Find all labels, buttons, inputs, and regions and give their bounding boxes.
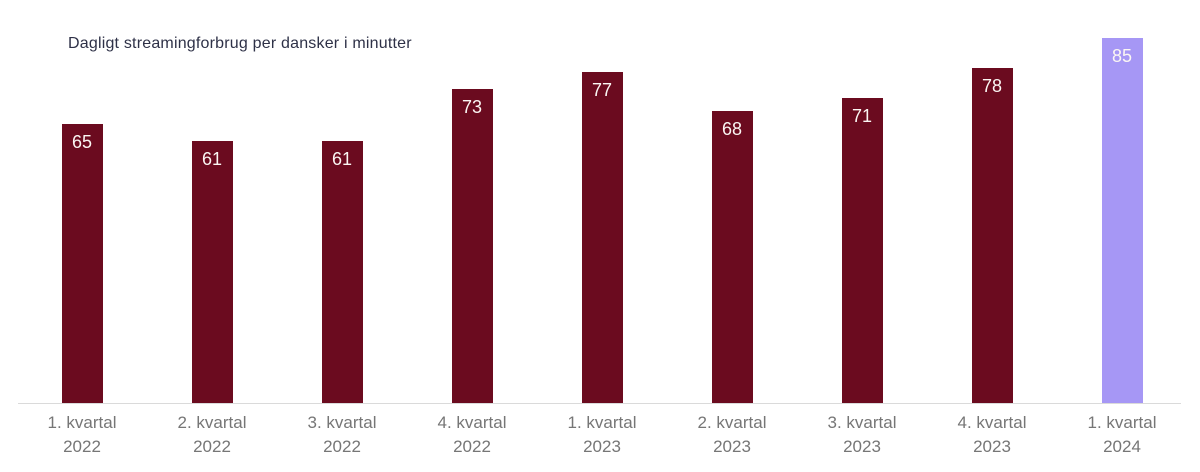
bar-column: 65 1. kvartal 2022 (17, 0, 147, 472)
x-tick-label: 4. kvartal 2023 (957, 413, 1027, 456)
bar-1-kvartal-2022: 65 (61, 123, 103, 403)
x-tick-label: 1. kvartal 2024 (1087, 413, 1157, 456)
bar-value-label: 78 (981, 75, 1003, 96)
bar-column: 85 1. kvartal 2024 (1057, 0, 1187, 472)
bar-column: 77 1. kvartal 2023 (537, 0, 667, 472)
bar-column: 61 2. kvartal 2022 (147, 0, 277, 472)
chart-title: Dagligt streamingforbrug per dansker i m… (68, 35, 412, 52)
bar-value-label: 61 (331, 148, 353, 169)
x-axis-line (18, 403, 1181, 404)
bar-value-label: 73 (461, 97, 483, 118)
bar-column: 73 4. kvartal 2022 (407, 0, 537, 472)
bar-2-kvartal-2022: 61 (191, 140, 233, 403)
x-tick-label: 2. kvartal 2023 (697, 413, 767, 456)
x-tick-label: 3. kvartal 2023 (827, 413, 897, 456)
x-tick-label: 1. kvartal 2023 (567, 413, 637, 456)
bar-value-label: 68 (721, 118, 743, 139)
bar-value-label: 71 (851, 105, 873, 126)
plot-area: 65 1. kvartal 2022 61 2. kvartal 2022 61 3. kva… (17, 0, 1187, 472)
x-tick-label: 4. kvartal 2022 (437, 413, 507, 456)
bar-1-kvartal-2024: 85 (1101, 37, 1143, 403)
bar-3-kvartal-2023: 71 (841, 97, 883, 403)
bar-column: 78 4. kvartal 2023 (927, 0, 1057, 472)
bar-value-label: 61 (201, 148, 223, 169)
bar-value-label: 65 (71, 131, 93, 152)
bar-2-kvartal-2023: 68 (711, 110, 753, 403)
bar-column: 61 3. kvartal 2022 (277, 0, 407, 472)
bar-value-label: 85 (1111, 45, 1133, 66)
bar-4-kvartal-2022: 73 (451, 89, 493, 403)
x-tick-label: 2. kvartal 2022 (177, 413, 247, 456)
x-tick-label: 1. kvartal 2022 (47, 413, 117, 456)
bar-column: 71 3. kvartal 2023 (797, 0, 927, 472)
bar-value-label: 77 (591, 79, 613, 100)
bar-3-kvartal-2022: 61 (321, 140, 363, 403)
bar-column: 68 2. kvartal 2023 (667, 0, 797, 472)
bar-1-kvartal-2023: 77 (581, 71, 623, 403)
x-tick-label: 3. kvartal 2022 (307, 413, 377, 456)
bar-4-kvartal-2023: 78 (971, 67, 1013, 403)
